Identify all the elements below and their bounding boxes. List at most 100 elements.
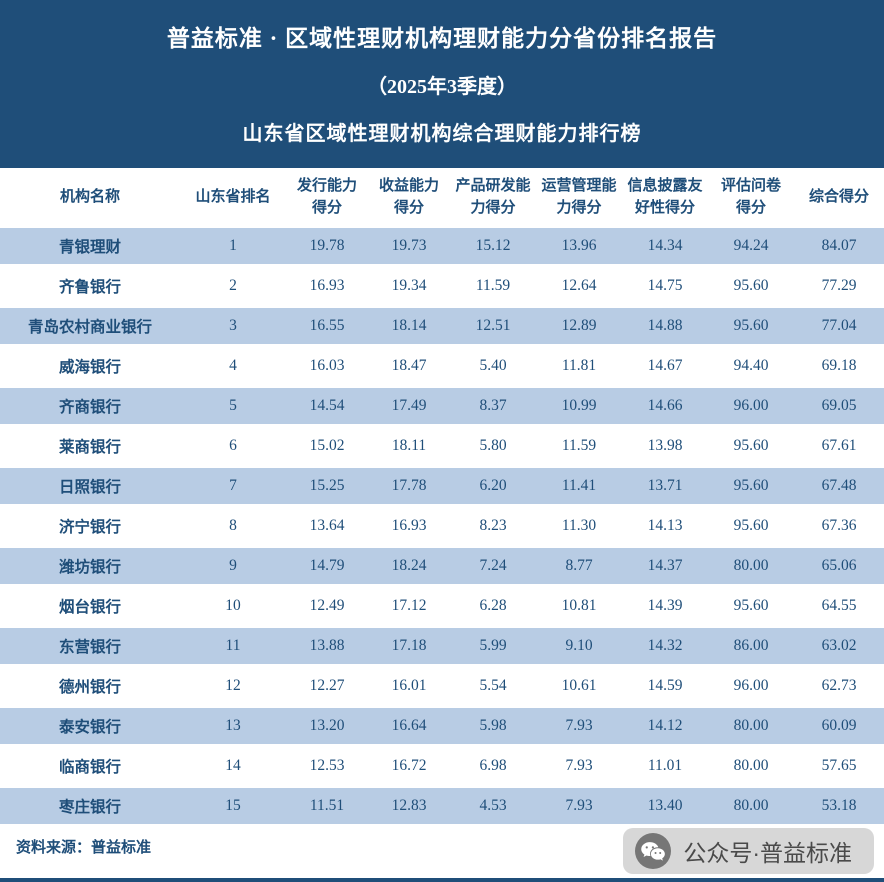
cell-product-rnd-score: 8.37 — [450, 388, 536, 424]
column-header-operation-mgmt-score: 运营管理能 力得分 — [536, 172, 622, 224]
cell-issuance-score: 12.27 — [286, 668, 368, 704]
report-title: 普益标准 · 区域性理财机构理财能力分省份排名报告 — [166, 26, 718, 51]
cell-info-disclosure-score: 14.88 — [622, 308, 708, 344]
cell-comprehensive-score: 67.48 — [794, 468, 884, 504]
cell-institution-name: 东营银行 — [0, 628, 180, 664]
cell-product-rnd-score: 12.51 — [450, 308, 536, 344]
table-row: 临商银行 14 12.53 16.72 6.98 7.93 11.01 80.00 57.65 — [0, 748, 884, 784]
table-row: 枣庄银行 15 11.51 12.83 4.53 7.93 13.40 80.00 53.18 — [0, 788, 884, 824]
table-row: 日照银行 7 15.25 17.78 6.20 11.41 13.71 95.60 67.48 — [0, 468, 884, 504]
footer: 资料来源：普益标准 公众号·普益标准 — [0, 828, 884, 878]
cell-return-score: 17.78 — [368, 468, 450, 504]
cell-return-score: 12.83 — [368, 788, 450, 824]
cell-return-score: 18.47 — [368, 348, 450, 384]
cell-province-rank: 1 — [180, 228, 286, 264]
column-header-comprehensive-score: 综合得分 — [794, 172, 884, 224]
cell-institution-name: 青岛农村商业银行 — [0, 308, 180, 344]
cell-product-rnd-score: 15.12 — [450, 228, 536, 264]
cell-institution-name: 德州银行 — [0, 668, 180, 704]
cell-province-rank: 12 — [180, 668, 286, 704]
cell-comprehensive-score: 67.61 — [794, 428, 884, 464]
wechat-icon — [635, 833, 672, 869]
cell-return-score: 16.01 — [368, 668, 450, 704]
column-header-product-rnd-score: 产品研发能 力得分 — [450, 172, 536, 224]
cell-return-score: 17.18 — [368, 628, 450, 664]
data-source-label: 资料来源：普益标准 — [16, 840, 152, 856]
cell-institution-name: 青银理财 — [0, 228, 180, 264]
cell-comprehensive-score: 77.29 — [794, 268, 884, 304]
cell-institution-name: 烟台银行 — [0, 588, 180, 624]
cell-questionnaire-score: 95.60 — [708, 468, 794, 504]
cell-issuance-score: 11.51 — [286, 788, 368, 824]
cell-institution-name: 威海银行 — [0, 348, 180, 384]
cell-product-rnd-score: 4.53 — [450, 788, 536, 824]
cell-issuance-score: 14.54 — [286, 388, 368, 424]
cell-questionnaire-score: 94.40 — [708, 348, 794, 384]
cell-questionnaire-score: 95.60 — [708, 508, 794, 544]
cell-province-rank: 6 — [180, 428, 286, 464]
cell-institution-name: 莱商银行 — [0, 428, 180, 464]
table-row: 潍坊银行 9 14.79 18.24 7.24 8.77 14.37 80.00 65.06 — [0, 548, 884, 584]
cell-info-disclosure-score: 14.12 — [622, 708, 708, 744]
cell-return-score: 17.12 — [368, 588, 450, 624]
cell-institution-name: 临商银行 — [0, 748, 180, 784]
cell-questionnaire-score: 95.60 — [708, 308, 794, 344]
cell-questionnaire-score: 80.00 — [708, 748, 794, 784]
cell-questionnaire-score: 95.60 — [708, 268, 794, 304]
cell-operation-mgmt-score: 9.10 — [536, 628, 622, 664]
cell-province-rank: 13 — [180, 708, 286, 744]
cell-info-disclosure-score: 11.01 — [622, 748, 708, 784]
cell-issuance-score: 16.55 — [286, 308, 368, 344]
cell-issuance-score: 15.02 — [286, 428, 368, 464]
report-subtitle-region: 山东省区域性理财机构综合理财能力排行榜 — [242, 123, 642, 145]
ranking-table: 机构名称 山东省排名 发行能力 得分 收益能力 得分 产品研发能 力得分 运营管理能 力得分 信息披… — [0, 168, 884, 828]
cell-operation-mgmt-score: 10.61 — [536, 668, 622, 704]
cell-product-rnd-score: 6.98 — [450, 748, 536, 784]
cell-return-score: 19.73 — [368, 228, 450, 264]
table-row: 齐商银行 5 14.54 17.49 8.37 10.99 14.66 96.00 69.05 — [0, 388, 884, 424]
column-header-issuance-score: 发行能力 得分 — [286, 172, 368, 224]
cell-info-disclosure-score: 14.59 — [622, 668, 708, 704]
cell-info-disclosure-score: 14.37 — [622, 548, 708, 584]
cell-product-rnd-score: 5.54 — [450, 668, 536, 704]
cell-questionnaire-score: 96.00 — [708, 388, 794, 424]
cell-info-disclosure-score: 14.34 — [622, 228, 708, 264]
cell-institution-name: 泰安银行 — [0, 708, 180, 744]
cell-operation-mgmt-score: 11.59 — [536, 428, 622, 464]
cell-questionnaire-score: 86.00 — [708, 628, 794, 664]
table-row: 莱商银行 6 15.02 18.11 5.80 11.59 13.98 95.60 67.61 — [0, 428, 884, 464]
cell-questionnaire-score: 94.24 — [708, 228, 794, 264]
cell-province-rank: 4 — [180, 348, 286, 384]
cell-issuance-score: 14.79 — [286, 548, 368, 584]
cell-product-rnd-score: 8.23 — [450, 508, 536, 544]
cell-issuance-score: 12.49 — [286, 588, 368, 624]
cell-return-score: 18.24 — [368, 548, 450, 584]
column-header-info-disclosure-score: 信息披露友 好性得分 — [622, 172, 708, 224]
column-header-province-rank: 山东省排名 — [180, 172, 286, 224]
column-header-return-score: 收益能力 得分 — [368, 172, 450, 224]
cell-operation-mgmt-score: 11.81 — [536, 348, 622, 384]
cell-province-rank: 2 — [180, 268, 286, 304]
cell-product-rnd-score: 6.20 — [450, 468, 536, 504]
cell-operation-mgmt-score: 7.93 — [536, 748, 622, 784]
cell-return-score: 16.93 — [368, 508, 450, 544]
table-row: 威海银行 4 16.03 18.47 5.40 11.81 14.67 94.40 69.18 — [0, 348, 884, 384]
column-header-questionnaire-score: 评估问卷 得分 — [708, 172, 794, 224]
cell-institution-name: 齐鲁银行 — [0, 268, 180, 304]
cell-institution-name: 潍坊银行 — [0, 548, 180, 584]
cell-product-rnd-score: 5.98 — [450, 708, 536, 744]
table-row: 东营银行 11 13.88 17.18 5.99 9.10 14.32 86.00 63.02 — [0, 628, 884, 664]
cell-comprehensive-score: 53.18 — [794, 788, 884, 824]
cell-comprehensive-score: 69.18 — [794, 348, 884, 384]
cell-province-rank: 7 — [180, 468, 286, 504]
table-row: 齐鲁银行 2 16.93 19.34 11.59 12.64 14.75 95.60 77.29 — [0, 268, 884, 304]
cell-operation-mgmt-score: 12.89 — [536, 308, 622, 344]
cell-operation-mgmt-score: 10.81 — [536, 588, 622, 624]
cell-info-disclosure-score: 14.13 — [622, 508, 708, 544]
cell-info-disclosure-score: 13.71 — [622, 468, 708, 504]
table-header-row: 机构名称 山东省排名 发行能力 得分 收益能力 得分 产品研发能 力得分 运营管理能 力得分 信息披… — [0, 172, 884, 224]
cell-return-score: 16.72 — [368, 748, 450, 784]
cell-comprehensive-score: 64.55 — [794, 588, 884, 624]
cell-province-rank: 14 — [180, 748, 286, 784]
cell-institution-name: 齐商银行 — [0, 388, 180, 424]
